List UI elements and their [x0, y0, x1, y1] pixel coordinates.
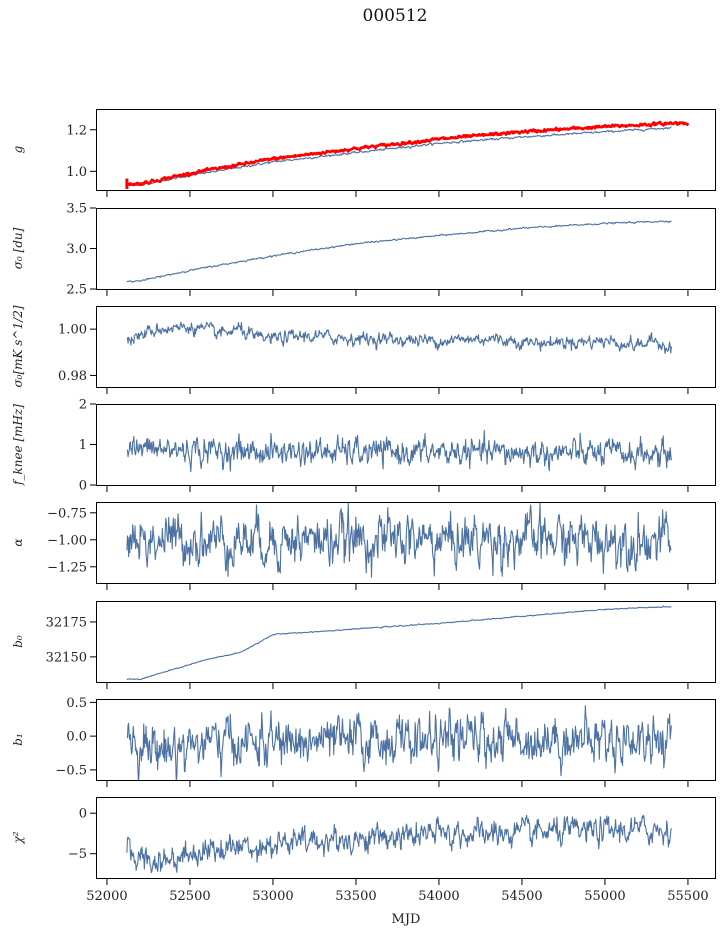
panel-g: 1.0 1.2 g — [11, 109, 716, 197]
y-tick-label: 0.5 — [66, 696, 87, 711]
series-line-chi2 — [126, 814, 672, 874]
y-tick-label: 0 — [79, 807, 87, 822]
series-line-g-reference — [125, 120, 690, 187]
panel-fknee: 0 1 2 f_knee [mHz] — [11, 398, 716, 494]
y-tick-label: −0.75 — [47, 506, 87, 521]
figure-title: 000512 — [362, 6, 428, 26]
y-tick-label: 1.0 — [66, 165, 87, 180]
y-axis-label-sigma0-mk: σ₀[mK s^1/2] — [11, 305, 25, 387]
panel-frame — [96, 699, 716, 781]
y-tick-label: 1 — [79, 438, 87, 453]
x-tick-label: 55500 — [667, 889, 708, 904]
y-tick-label: 3.0 — [66, 242, 87, 257]
y-tick-label: −5 — [68, 847, 87, 862]
panel-sigma0-mk: 0.98 1.00 σ₀[mK s^1/2] — [11, 305, 716, 394]
panel-frame — [96, 306, 716, 388]
series-line-g — [126, 126, 672, 187]
y-tick-label: 3.5 — [66, 202, 87, 217]
x-tick-label: 52500 — [169, 889, 210, 904]
x-tick-label: 53500 — [335, 889, 376, 904]
y-tick-label: −1.00 — [47, 533, 87, 548]
panel-frame — [96, 502, 716, 584]
y-axis-label-g: g — [11, 145, 25, 153]
panel-chi2: −5 0 52000 52500 53000 53500 54000 54500 55000 55… — [11, 797, 716, 904]
y-tick-label: 0.98 — [58, 369, 87, 384]
x-tick-label: 54500 — [501, 889, 542, 904]
series-line-sigma0_mK — [126, 321, 672, 355]
y-tick-label: 1.2 — [66, 123, 87, 138]
x-axis-label: MJD — [392, 912, 421, 927]
x-tick-label: 52000 — [86, 889, 127, 904]
panel-frame — [96, 601, 716, 683]
series-line-fknee — [126, 429, 672, 473]
series-line-b1 — [126, 705, 672, 780]
panel-frame — [96, 208, 716, 290]
x-tick-label: 53000 — [252, 889, 293, 904]
y-tick-label: 2.5 — [66, 283, 87, 298]
panel-b1: −0.5 0.0 0.5 b₁ — [11, 696, 716, 787]
y-tick-label: 2 — [79, 398, 87, 413]
y-tick-label: 32175 — [46, 615, 87, 630]
panel-sigma0-du: 2.5 3.0 3.5 σ₀ [du] — [11, 202, 716, 298]
x-tick-label: 54000 — [418, 889, 459, 904]
y-tick-label: −1.25 — [47, 560, 87, 575]
series-line-alpha — [126, 502, 672, 578]
panel-b0: 32150 32175 b₀ — [11, 601, 716, 689]
y-tick-label: 1.00 — [58, 323, 87, 338]
y-axis-label-alpha: α — [11, 538, 25, 546]
y-axis-label-chi2: χ² — [11, 831, 25, 844]
y-axis-label-b1: b₁ — [11, 733, 25, 746]
series-line-b0 — [126, 605, 672, 681]
y-tick-label: 0.0 — [66, 730, 87, 745]
y-axis-label-fknee: f_knee [mHz] — [11, 404, 25, 486]
panel-frame — [96, 109, 716, 191]
y-tick-label: 0 — [79, 479, 87, 494]
y-tick-label: 32150 — [46, 650, 87, 665]
panel-frame — [96, 797, 716, 879]
y-axis-label-sigma0-du: σ₀ [du] — [11, 227, 25, 269]
y-tick-label: −0.5 — [55, 763, 87, 778]
y-axis-label-b0: b₀ — [11, 635, 25, 648]
x-tick-label: 55000 — [584, 889, 625, 904]
panel-frame — [96, 404, 716, 486]
series-line-sigma0_du — [126, 220, 672, 283]
panel-alpha: −1.25 −1.00 −0.75 α — [11, 502, 716, 590]
